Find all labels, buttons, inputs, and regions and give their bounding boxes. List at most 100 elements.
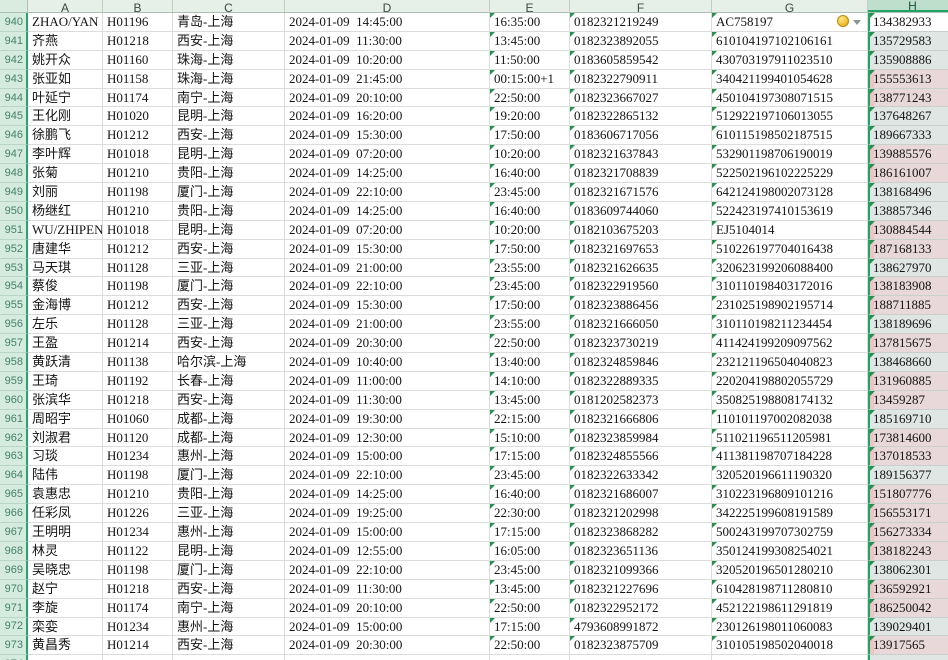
row-header[interactable]: 947 [0,145,28,165]
cell-b959[interactable]: H01192 [103,371,173,391]
cell-g947[interactable]: 532901198706190019 [712,145,868,165]
cell-h941[interactable]: 135729583 [868,31,948,51]
cell-c940[interactable]: 青岛-上海 [173,13,285,32]
cell-d961[interactable]: 2024-01-09 19:30:00 [285,409,490,429]
cell-a958[interactable]: 黄跃清 [28,353,103,372]
cell-c951[interactable]: 昆明-上海 [173,220,285,240]
cell-d967[interactable]: 2024-01-09 15:00:00 [285,523,490,542]
cell-d973[interactable]: 2024-01-09 20:30:00 [285,636,490,656]
cell-d968[interactable]: 2024-01-09 12:55:00 [285,541,490,561]
cell-h952[interactable]: 187168133 [868,239,948,259]
cell-e952[interactable]: 17:50:00 [490,239,570,259]
cell-h969[interactable]: 138062301 [868,560,948,580]
cell-b968[interactable]: H01122 [103,541,173,561]
cell-d971[interactable]: 2024-01-09 20:10:00 [285,598,490,618]
cell-h946[interactable]: 189667333 [868,126,948,146]
cell-h948[interactable]: 186161007 [868,164,948,184]
cell-f970[interactable]: 0182321227696 [570,579,712,599]
cell-a970[interactable]: 赵宁 [28,579,103,599]
cell-a951[interactable]: WU/ZHIPEN [28,220,103,240]
cell-e970[interactable]: 13:45:00 [490,579,570,599]
cell-h973[interactable]: 13917565 [868,636,948,656]
row-header[interactable]: 951 [0,220,28,240]
cell-b943[interactable]: H01158 [103,69,173,89]
cell-g943[interactable]: 340421199401054628 [712,69,868,89]
row-header[interactable]: 973 [0,636,28,656]
cell-b965[interactable]: H01210 [103,485,173,505]
cell-e964[interactable]: 23:45:00 [490,466,570,486]
cell-g942[interactable]: 430703197911023510 [712,50,868,70]
cell-c948[interactable]: 贵阳-上海 [173,164,285,184]
row-header[interactable]: 969 [0,560,28,580]
cell-a962[interactable]: 刘淑君 [28,428,103,448]
cell-b945[interactable]: H01020 [103,107,173,127]
cell-c971[interactable]: 南宁-上海 [173,598,285,618]
cell-g957[interactable]: 411424199209097562 [712,334,868,354]
cell-a946[interactable]: 徐鹏飞 [28,126,103,146]
cell-e948[interactable]: 16:40:00 [490,164,570,184]
cell-e951[interactable]: 10:20:00 [490,220,570,240]
cell-c973[interactable]: 西安-上海 [173,636,285,656]
cell-d953[interactable]: 2024-01-09 21:00:00 [285,258,490,278]
cell-e945[interactable]: 19:20:00 [490,107,570,127]
cell-c954[interactable]: 厦门-上海 [173,277,285,297]
cell-c946[interactable]: 西安-上海 [173,126,285,146]
cell-f967[interactable]: 0182323868282 [570,523,712,542]
cell-d951[interactable]: 2024-01-09 07:20:00 [285,220,490,240]
cell-a960[interactable]: 张滨华 [28,390,103,410]
cell-e941[interactable]: 13:45:00 [490,31,570,51]
cell-a947[interactable]: 李叶辉 [28,145,103,165]
row-header[interactable]: 940 [0,13,28,32]
cell-f969[interactable]: 0182321099366 [570,560,712,580]
cell-d955[interactable]: 2024-01-09 15:30:00 [285,296,490,316]
cell-f943[interactable]: 0182322790911 [570,69,712,89]
cell-f942[interactable]: 0183605859542 [570,50,712,70]
cell-e960[interactable]: 13:45:00 [490,390,570,410]
cell-h971[interactable]: 186250042 [868,598,948,618]
cell-b952[interactable]: H01212 [103,239,173,259]
row-header[interactable]: 963 [0,447,28,467]
cell-h968[interactable]: 138182243 [868,541,948,561]
cell-a974[interactable] [28,655,103,660]
cell-f966[interactable]: 0182321202998 [570,504,712,524]
cell-e971[interactable]: 22:50:00 [490,598,570,618]
cell-g970[interactable]: 610428198711280810 [712,579,868,599]
cell-h974[interactable] [868,655,948,660]
row-header[interactable]: 944 [0,88,28,108]
cell-b947[interactable]: H01018 [103,145,173,165]
cell-c952[interactable]: 西安-上海 [173,239,285,259]
cell-h954[interactable]: 138183908 [868,277,948,297]
cell-f961[interactable]: 0182321666806 [570,409,712,429]
row-header[interactable]: 945 [0,107,28,127]
cell-h965[interactable]: 151807776 [868,485,948,505]
cell-a953[interactable]: 马天琪 [28,258,103,278]
cell-a963[interactable]: 习琰 [28,447,103,467]
cell-f946[interactable]: 0183606717056 [570,126,712,146]
cell-h966[interactable]: 156553171 [868,504,948,524]
cell-g966[interactable]: 342225199608191589 [712,504,868,524]
cell-h942[interactable]: 135908886 [868,50,948,70]
cell-b966[interactable]: H01226 [103,504,173,524]
cell-d957[interactable]: 2024-01-09 20:30:00 [285,334,490,354]
cell-g961[interactable]: 110101197002082038 [712,409,868,429]
cell-a972[interactable]: 栾娈 [28,617,103,637]
cell-a944[interactable]: 叶延宁 [28,88,103,108]
cell-h972[interactable]: 139029401 [868,617,948,637]
cell-b941[interactable]: H01218 [103,31,173,51]
cell-d972[interactable]: 2024-01-09 15:00:00 [285,617,490,637]
row-header[interactable]: 950 [0,201,28,221]
cell-h970[interactable]: 136592921 [868,579,948,599]
cell-c945[interactable]: 昆明-上海 [173,107,285,127]
cell-h957[interactable]: 137815675 [868,334,948,354]
cell-d958[interactable]: 2024-01-09 10:40:00 [285,353,490,372]
column-header-b[interactable]: B [103,0,173,12]
cell-d946[interactable]: 2024-01-09 15:30:00 [285,126,490,146]
cell-f947[interactable]: 0182321637843 [570,145,712,165]
cell-b940[interactable]: H01196 [103,13,173,32]
cell-b961[interactable]: H01060 [103,409,173,429]
row-header[interactable]: 948 [0,164,28,184]
cell-c960[interactable]: 西安-上海 [173,390,285,410]
cell-h955[interactable]: 188711885 [868,296,948,316]
cell-f964[interactable]: 0182322633342 [570,466,712,486]
dropdown-arrow-icon[interactable] [853,20,861,25]
